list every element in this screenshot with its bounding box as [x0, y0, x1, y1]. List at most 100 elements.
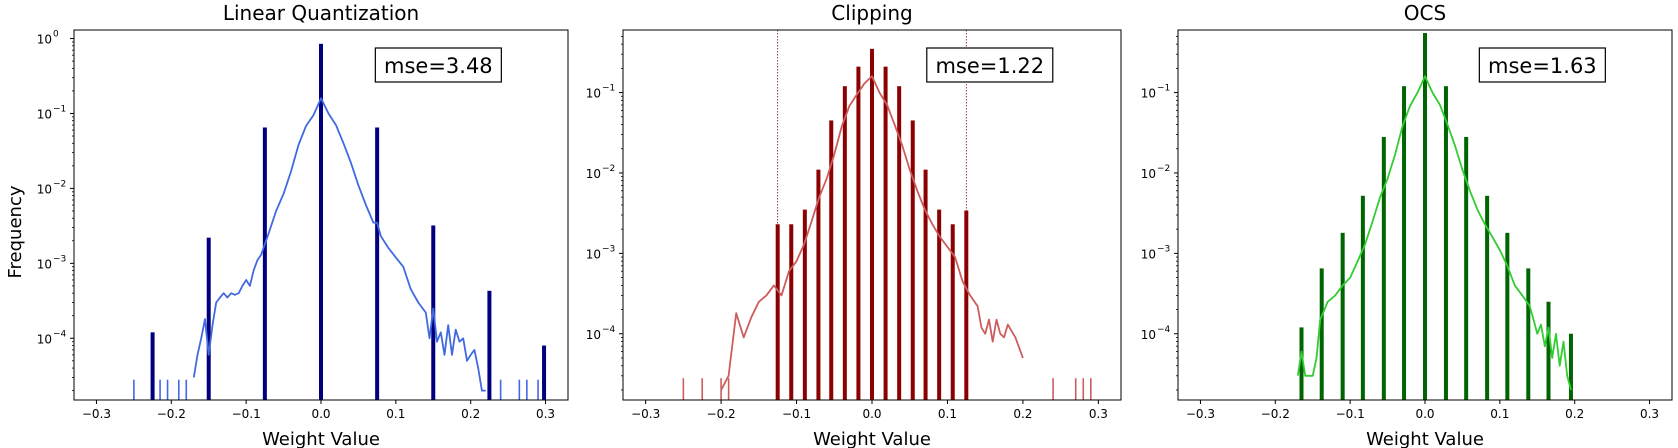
- quantized-bar: [883, 66, 888, 400]
- figure-ylabel: Frequency: [5, 185, 26, 278]
- y-tick-exponent: −1: [1157, 84, 1170, 94]
- y-tick-label: 10: [586, 247, 601, 261]
- x-tick-label: −0.3: [1186, 407, 1215, 421]
- x-tick-label: −0.2: [707, 407, 736, 421]
- quantized-bar: [1568, 333, 1573, 400]
- quantized-bar: [375, 127, 380, 401]
- y-tick-label: 10: [37, 107, 52, 121]
- quantized-bar: [150, 332, 155, 400]
- quantized-bar: [319, 43, 323, 401]
- mse-box: [1478, 47, 1606, 83]
- x-tick-label: −0.1: [782, 407, 811, 421]
- y-tick-exponent: −2: [602, 164, 615, 174]
- quantized-bar: [870, 48, 874, 400]
- quantized-bar: [1299, 327, 1304, 400]
- y-tick-exponent: 0: [53, 30, 59, 40]
- x-axis-label: Weight Value: [262, 429, 380, 448]
- panel-2: Clipping Weight Value −0.3 −0.2 −0.1 0.0 0.1 0.…: [586, 1, 1122, 448]
- quantized-bar: [262, 127, 267, 401]
- x-tick-label: −0.3: [631, 407, 660, 421]
- x-axis-label: Weight Value: [1366, 429, 1484, 448]
- x-tick-label: 0.2: [1565, 407, 1584, 421]
- x-tick-label: 0.1: [1490, 407, 1509, 421]
- quantized-bar: [856, 66, 861, 400]
- quantized-bar: [842, 86, 847, 400]
- y-tick-label: 10: [37, 182, 52, 196]
- quantized-bar: [1505, 232, 1510, 400]
- y-tick-exponent: −1: [602, 84, 615, 94]
- y-tick-label: 10: [1141, 247, 1156, 261]
- quantized-bar: [487, 290, 492, 400]
- y-tick-label: 10: [37, 332, 52, 346]
- quantized-bar: [1381, 137, 1386, 400]
- y-tick-label: 10: [586, 167, 601, 181]
- y-tick-exponent: −4: [53, 329, 67, 339]
- quantized-bar: [789, 224, 794, 400]
- quantized-bar: [923, 169, 928, 400]
- quantized-bar: [1423, 33, 1427, 401]
- y-tick-label: 10: [37, 33, 52, 47]
- y-tick-exponent: −3: [1157, 244, 1170, 254]
- quantized-bar: [775, 224, 780, 400]
- quantized-bar: [1546, 301, 1551, 400]
- mse-box: [374, 47, 502, 83]
- quantized-bar: [1464, 137, 1469, 400]
- quantized-bar: [206, 237, 211, 400]
- quantized-bar: [542, 345, 547, 400]
- x-tick-label: 0.0: [311, 407, 330, 421]
- quantized-bar: [1340, 232, 1345, 400]
- quantized-bar: [1360, 195, 1365, 400]
- x-tick-label: 0.3: [1089, 407, 1108, 421]
- quantized-bar: [964, 210, 969, 400]
- quantized-bar: [816, 169, 821, 400]
- x-tick-label: 0.3: [1640, 407, 1659, 421]
- y-tick-exponent: −1: [53, 104, 66, 114]
- distribution-line: [192, 97, 486, 392]
- y-tick-label: 10: [37, 257, 52, 271]
- quantized-bar: [1443, 86, 1448, 400]
- y-tick-label: 10: [586, 328, 601, 342]
- x-tick-label: −0.1: [1336, 407, 1365, 421]
- y-tick-exponent: −2: [53, 179, 66, 189]
- x-tick-label: 0.1: [386, 407, 405, 421]
- x-tick-label: 0.1: [938, 407, 957, 421]
- y-tick-exponent: −2: [1157, 164, 1170, 174]
- x-tick-label: −0.1: [232, 407, 261, 421]
- quantized-bar: [897, 86, 902, 400]
- x-axis-label: Weight Value: [813, 429, 931, 448]
- x-tick-label: 0.0: [1415, 407, 1434, 421]
- panel-3: OCS Weight Value −0.3 −0.2 −0.1 0.0 0.1 0.2 0.3 1…: [1141, 1, 1673, 448]
- x-tick-label: −0.2: [1261, 407, 1290, 421]
- y-tick-label: 10: [1141, 328, 1156, 342]
- y-tick-exponent: −3: [53, 254, 66, 264]
- panel-1: Linear Quantization Weight Value −0.3 −0.2 −…: [37, 1, 569, 448]
- quantized-bar: [829, 120, 834, 401]
- x-tick-label: 0.2: [1013, 407, 1032, 421]
- x-tick-label: 0.2: [461, 407, 480, 421]
- panel-title: Clipping: [831, 1, 912, 25]
- mse-box: [926, 47, 1054, 83]
- x-tick-label: 0.3: [536, 407, 555, 421]
- distribution-line: [720, 75, 1024, 391]
- y-tick-exponent: −3: [602, 244, 615, 254]
- distribution-line: [1296, 75, 1572, 391]
- y-tick-exponent: −4: [1157, 325, 1171, 335]
- quantized-bar: [1526, 268, 1531, 400]
- quantized-bar: [802, 209, 807, 400]
- y-tick-exponent: −4: [602, 325, 616, 335]
- panel-title: OCS: [1404, 1, 1446, 25]
- quantized-bar: [1402, 86, 1407, 400]
- mse-annotation: mse=1.63: [1488, 54, 1597, 78]
- x-tick-label: −0.3: [82, 407, 111, 421]
- x-tick-label: −0.2: [157, 407, 186, 421]
- panel-title: Linear Quantization: [223, 1, 419, 25]
- y-tick-label: 10: [1141, 167, 1156, 181]
- mse-annotation: mse=3.48: [384, 54, 493, 78]
- quantized-bar: [1319, 268, 1324, 400]
- y-tick-label: 10: [1141, 87, 1156, 101]
- quantized-bar: [937, 209, 942, 400]
- quantized-bar: [910, 120, 915, 401]
- x-tick-label: 0.0: [862, 407, 881, 421]
- mse-annotation: mse=1.22: [935, 54, 1044, 78]
